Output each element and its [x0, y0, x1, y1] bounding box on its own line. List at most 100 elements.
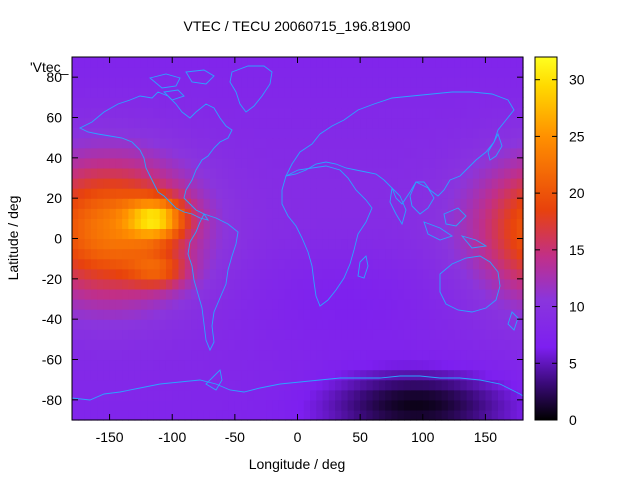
- heatmap-cell: [422, 379, 430, 391]
- heatmap-cell: [153, 97, 161, 109]
- heatmap-cell: [103, 167, 111, 179]
- heatmap-cell: [479, 369, 487, 381]
- heatmap-cell: [272, 409, 280, 421]
- heatmap-cell: [328, 309, 336, 320]
- heatmap-cell: [222, 117, 230, 129]
- heatmap-cell: [222, 369, 230, 381]
- heatmap-cell: [403, 67, 411, 78]
- heatmap-cell: [234, 77, 242, 88]
- heatmap-cell: [109, 57, 117, 68]
- heatmap-cell: [378, 268, 386, 280]
- heatmap-cell: [228, 188, 236, 199]
- heatmap-cell: [303, 157, 311, 169]
- heatmap-cell: [410, 399, 418, 411]
- heatmap-cell: [403, 278, 411, 290]
- heatmap-cell: [184, 359, 192, 371]
- x-axis-label: Longitude / deg: [249, 456, 346, 472]
- heatmap-cell: [297, 188, 305, 199]
- heatmap-cell: [216, 369, 223, 381]
- heatmap-cell: [259, 268, 267, 280]
- heatmap-cell: [209, 278, 217, 290]
- heatmap-cell: [247, 268, 255, 280]
- heatmap-cell: [297, 399, 305, 411]
- heatmap-cell: [153, 218, 161, 230]
- heatmap-cell: [510, 147, 518, 159]
- heatmap-cell: [247, 228, 255, 240]
- heatmap-cell: [353, 379, 361, 391]
- heatmap-cell: [360, 258, 367, 270]
- heatmap-cell: [322, 228, 330, 240]
- heatmap-cell: [303, 248, 311, 260]
- heatmap-cell: [103, 97, 111, 109]
- heatmap-cell: [353, 107, 361, 119]
- heatmap-cell: [278, 167, 286, 179]
- heatmap-cell: [228, 309, 236, 320]
- heatmap-cell: [497, 278, 505, 290]
- heatmap-cell: [435, 107, 443, 119]
- heatmap-cell: [172, 107, 180, 119]
- heatmap-cell: [159, 309, 167, 320]
- heatmap-cell: [435, 359, 443, 371]
- heatmap-cell: [266, 299, 274, 310]
- heatmap-cell: [466, 147, 474, 159]
- heatmap-cell: [429, 77, 436, 88]
- heatmap-cell: [184, 319, 192, 330]
- heatmap-cell: [241, 157, 248, 169]
- heatmap-cell: [84, 198, 92, 209]
- heatmap-cell: [278, 399, 286, 411]
- heatmap-cell: [291, 319, 299, 330]
- heatmap-cell: [397, 278, 405, 290]
- heatmap-cell: [454, 188, 461, 199]
- heatmap-cell: [410, 238, 418, 250]
- heatmap-cell: [272, 309, 280, 320]
- heatmap-cell: [516, 288, 524, 300]
- heatmap-cell: [78, 228, 86, 240]
- heatmap-cell: [72, 97, 79, 109]
- heatmap-cell: [284, 399, 292, 411]
- heatmap-cell: [259, 349, 267, 361]
- heatmap-cell: [140, 107, 148, 119]
- heatmap-cell: [360, 278, 367, 290]
- heatmap-cell: [109, 218, 117, 230]
- heatmap-cell: [328, 97, 336, 109]
- heatmap-cell: [303, 57, 311, 68]
- heatmap-cell: [335, 369, 342, 381]
- heatmap-cell: [247, 248, 255, 260]
- heatmap-cell: [228, 87, 236, 98]
- heatmap-cell: [416, 167, 424, 179]
- heatmap-cell: [360, 238, 367, 250]
- heatmap-cell: [416, 349, 424, 361]
- heatmap-cell: [266, 339, 274, 351]
- heatmap-cell: [266, 117, 274, 129]
- heatmap-cell: [491, 137, 499, 149]
- heatmap-cell: [284, 248, 292, 260]
- heatmap-cell: [429, 97, 436, 109]
- heatmap-cell: [385, 319, 393, 330]
- heatmap-cell: [385, 409, 393, 421]
- heatmap-cell: [178, 309, 186, 320]
- heatmap-cell: [366, 167, 374, 179]
- heatmap-cell: [84, 359, 92, 371]
- heatmap-cell: [310, 67, 317, 78]
- heatmap-cell: [410, 389, 418, 401]
- heatmap-cell: [316, 278, 324, 290]
- heatmap-cell: [341, 107, 349, 119]
- heatmap-cell: [466, 208, 474, 219]
- heatmap-cell: [466, 87, 474, 98]
- heatmap-cell: [472, 409, 480, 421]
- heatmap-cell: [191, 309, 198, 320]
- heatmap-cell: [429, 87, 436, 98]
- heatmap-cell: [278, 238, 286, 250]
- heatmap-cell: [422, 97, 430, 109]
- heatmap-cell: [385, 77, 393, 88]
- heatmap-cell: [153, 309, 161, 320]
- heatmap-cell: [391, 288, 399, 300]
- heatmap-cell: [128, 238, 136, 250]
- heatmap-cell: [97, 208, 104, 219]
- heatmap-cell: [90, 309, 98, 320]
- heatmap-cell: [115, 117, 123, 129]
- heatmap-cell: [97, 127, 104, 139]
- heatmap-cell: [322, 258, 330, 270]
- heatmap-cell: [172, 359, 180, 371]
- heatmap-cell: [516, 329, 524, 340]
